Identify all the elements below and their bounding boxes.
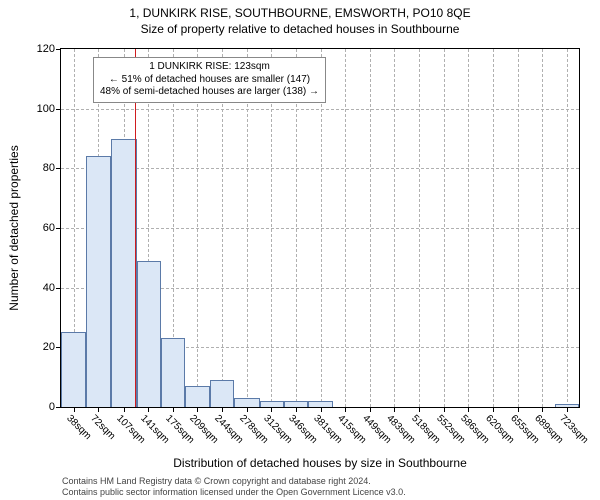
ytick-label: 0 <box>49 401 61 413</box>
histogram-bar <box>260 401 284 407</box>
xtick-mark <box>419 407 420 412</box>
xtick-mark <box>468 407 469 412</box>
xtick-mark <box>148 407 149 412</box>
ytick-label: 40 <box>43 282 61 294</box>
xtick-mark <box>567 407 568 412</box>
gridline-v <box>444 49 445 407</box>
credit-line-2: Contains public sector information licen… <box>62 487 406 498</box>
xtick-mark <box>444 407 445 412</box>
xtick-mark <box>345 407 346 412</box>
gridline-v <box>468 49 469 407</box>
ytick-label: 120 <box>37 43 61 55</box>
annotation-line: 48% of semi-detached houses are larger (… <box>100 86 319 99</box>
marker-line <box>135 49 136 407</box>
gridline-v <box>419 49 420 407</box>
histogram-bar <box>111 139 136 408</box>
gridline-v <box>542 49 543 407</box>
histogram-bar <box>555 404 579 407</box>
gridline-v <box>370 49 371 407</box>
xtick-mark <box>542 407 543 412</box>
ytick-label: 100 <box>37 103 61 115</box>
histogram-bar <box>61 332 86 407</box>
ytick-label: 20 <box>43 341 61 353</box>
xtick-mark <box>518 407 519 412</box>
gridline-v <box>197 49 198 407</box>
titles: 1, DUNKIRK RISE, SOUTHBOURNE, EMSWORTH, … <box>0 0 600 36</box>
gridline-v <box>271 49 272 407</box>
figure: 1, DUNKIRK RISE, SOUTHBOURNE, EMSWORTH, … <box>0 0 600 500</box>
xtick-mark <box>321 407 322 412</box>
xtick-mark <box>296 407 297 412</box>
gridline-v <box>296 49 297 407</box>
gridline-v <box>247 49 248 407</box>
xtick-mark <box>173 407 174 412</box>
gridline-v <box>518 49 519 407</box>
xtick-mark <box>370 407 371 412</box>
gridline-v <box>222 49 223 407</box>
annotation-box: 1 DUNKIRK RISE: 123sqm← 51% of detached … <box>93 57 326 103</box>
histogram-bar <box>137 261 161 407</box>
xtick-label: 72sqm <box>89 413 118 442</box>
xtick-mark <box>247 407 248 412</box>
xtick-mark <box>394 407 395 412</box>
credit-text: Contains HM Land Registry data © Crown c… <box>62 476 406 498</box>
plot-area: 1 DUNKIRK RISE: 123sqm← 51% of detached … <box>60 48 580 408</box>
histogram-bar <box>86 156 111 407</box>
gridline-v <box>567 49 568 407</box>
annotation-line: ← 51% of detached houses are smaller (14… <box>100 74 319 87</box>
annotation-line: 1 DUNKIRK RISE: 123sqm <box>100 61 319 74</box>
xtick-mark <box>74 407 75 412</box>
histogram-bar <box>161 338 185 407</box>
xtick-mark <box>197 407 198 412</box>
gridline-v <box>345 49 346 407</box>
histogram-bar <box>284 401 308 407</box>
xtick-mark <box>124 407 125 412</box>
y-axis-title: Number of detached properties <box>7 145 21 310</box>
histogram-bar <box>210 380 234 407</box>
ytick-label: 60 <box>43 222 61 234</box>
chart-supertitle: 1, DUNKIRK RISE, SOUTHBOURNE, EMSWORTH, … <box>0 0 600 20</box>
xtick-mark <box>271 407 272 412</box>
gridline-v <box>394 49 395 407</box>
x-axis-title: Distribution of detached houses by size … <box>173 456 467 470</box>
xtick-label: 38sqm <box>64 413 93 442</box>
chart-subtitle: Size of property relative to detached ho… <box>0 20 600 36</box>
histogram-bar <box>234 398 259 407</box>
xtick-mark <box>98 407 99 412</box>
xtick-mark <box>222 407 223 412</box>
gridline-v <box>321 49 322 407</box>
gridline-v <box>493 49 494 407</box>
histogram-bar <box>185 386 209 407</box>
xtick-mark <box>493 407 494 412</box>
credit-line-1: Contains HM Land Registry data © Crown c… <box>62 476 406 487</box>
ytick-label: 80 <box>43 162 61 174</box>
histogram-bar <box>308 401 332 407</box>
